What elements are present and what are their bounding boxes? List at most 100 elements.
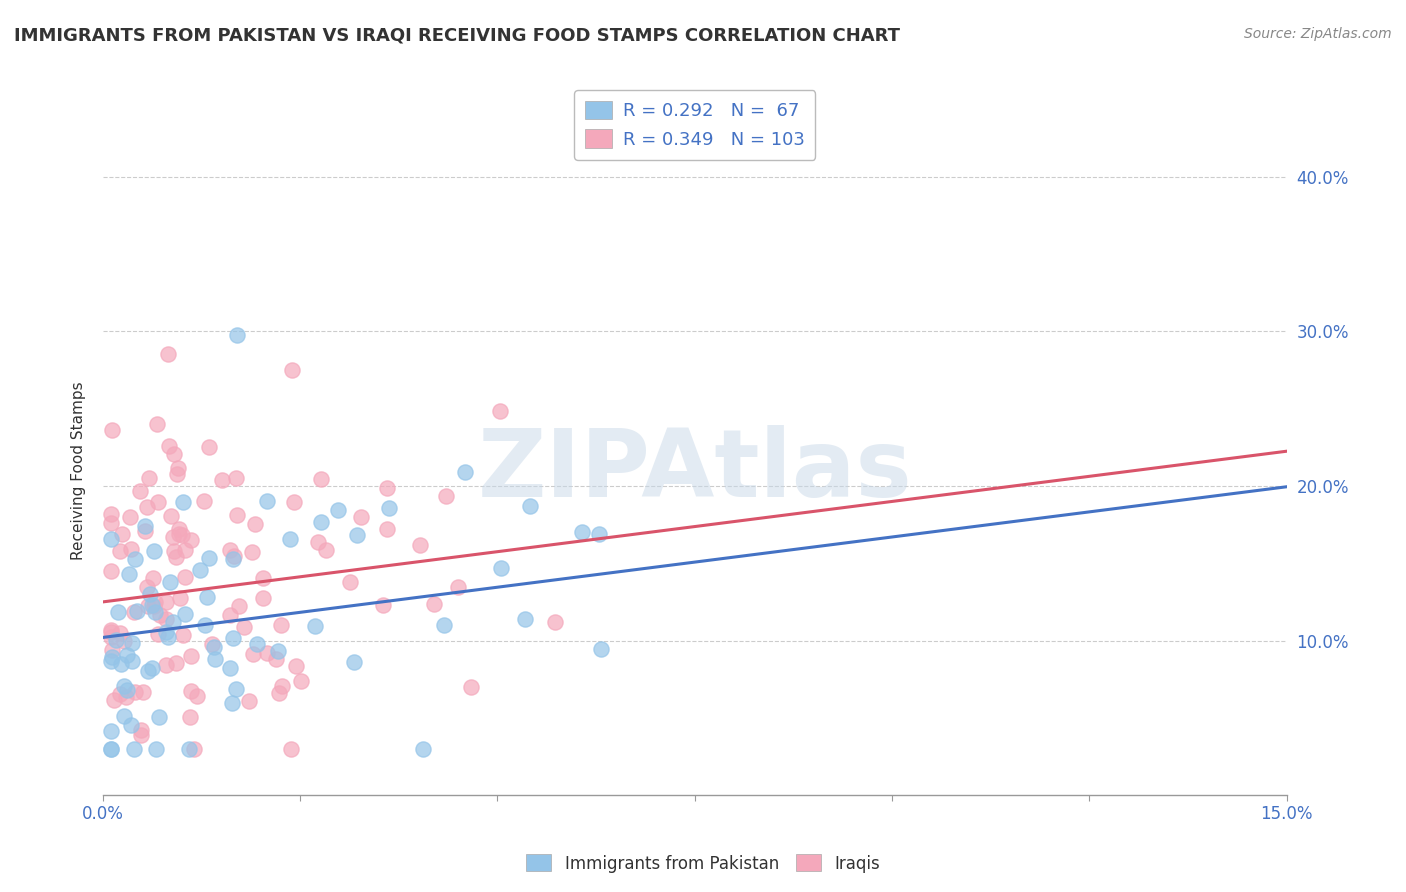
Point	[179, 741, 201, 756]
Point	[100, 723, 122, 738]
Point	[180, 684, 202, 698]
Point	[588, 527, 610, 541]
Point	[141, 598, 163, 612]
Point	[377, 500, 399, 515]
Point	[155, 595, 177, 609]
Point	[145, 741, 167, 756]
Point	[264, 652, 287, 666]
Point	[375, 481, 398, 495]
Y-axis label: Receiving Food Stamps: Receiving Food Stamps	[72, 381, 86, 560]
Point	[183, 741, 205, 756]
Point	[543, 615, 565, 629]
Point	[204, 651, 226, 665]
Point	[172, 627, 194, 641]
Point	[108, 544, 131, 558]
Point	[120, 718, 142, 732]
Point	[132, 684, 155, 698]
Point	[124, 552, 146, 566]
Point	[101, 423, 124, 437]
Point	[194, 618, 217, 632]
Point	[315, 543, 337, 558]
Point	[219, 608, 242, 623]
Point	[283, 494, 305, 508]
Point	[165, 549, 187, 564]
Point	[243, 516, 266, 531]
Point	[515, 612, 537, 626]
Point	[200, 637, 222, 651]
Point	[221, 551, 243, 566]
Point	[100, 516, 122, 531]
Point	[166, 461, 188, 475]
Point	[120, 542, 142, 557]
Point	[114, 680, 136, 694]
Point	[156, 630, 179, 644]
Point	[101, 650, 124, 665]
Point	[165, 656, 187, 670]
Point	[269, 685, 291, 699]
Point	[112, 709, 135, 723]
Point	[460, 680, 482, 694]
Point	[100, 625, 122, 640]
Point	[160, 509, 183, 524]
Point	[112, 633, 135, 648]
Point	[447, 580, 470, 594]
Point	[135, 581, 157, 595]
Point	[115, 648, 138, 662]
Point	[174, 543, 197, 558]
Point	[242, 545, 264, 559]
Point	[143, 599, 166, 614]
Point	[434, 489, 457, 503]
Point	[309, 472, 332, 486]
Point	[107, 605, 129, 619]
Point	[129, 728, 152, 742]
Point	[488, 404, 510, 418]
Point	[138, 471, 160, 485]
Point	[134, 519, 156, 533]
Point	[149, 608, 172, 623]
Point	[346, 528, 368, 542]
Point	[373, 598, 395, 612]
Text: IMMIGRANTS FROM PAKISTAN VS IRAQI RECEIVING FOOD STAMPS CORRELATION CHART: IMMIGRANTS FROM PAKISTAN VS IRAQI RECEIV…	[14, 27, 900, 45]
Point	[290, 673, 312, 688]
Point	[519, 500, 541, 514]
Point	[342, 655, 364, 669]
Point	[121, 636, 143, 650]
Point	[103, 693, 125, 707]
Point	[129, 483, 152, 498]
Point	[143, 543, 166, 558]
Point	[143, 595, 166, 609]
Point	[135, 500, 157, 514]
Point	[280, 363, 302, 377]
Point	[218, 543, 240, 558]
Point	[100, 508, 122, 522]
Point	[377, 522, 399, 536]
Point	[100, 643, 122, 657]
Point	[155, 624, 177, 639]
Point	[221, 696, 243, 710]
Point	[148, 710, 170, 724]
Point	[159, 574, 181, 589]
Point	[238, 694, 260, 708]
Point	[125, 604, 148, 618]
Point	[246, 637, 269, 651]
Point	[124, 685, 146, 699]
Legend: Immigrants from Pakistan, Iraqis: Immigrants from Pakistan, Iraqis	[520, 847, 886, 880]
Point	[100, 741, 122, 756]
Point	[433, 618, 456, 632]
Point	[454, 465, 477, 479]
Text: ZIPAtlas: ZIPAtlas	[478, 425, 912, 516]
Point	[270, 617, 292, 632]
Point	[100, 532, 122, 546]
Point	[193, 493, 215, 508]
Point	[226, 508, 249, 523]
Point	[157, 439, 180, 453]
Point	[163, 447, 186, 461]
Point	[307, 535, 329, 549]
Point	[284, 659, 307, 673]
Point	[252, 591, 274, 605]
Point	[188, 563, 211, 577]
Point	[111, 527, 134, 541]
Point	[256, 646, 278, 660]
Point	[121, 654, 143, 668]
Point	[142, 571, 165, 585]
